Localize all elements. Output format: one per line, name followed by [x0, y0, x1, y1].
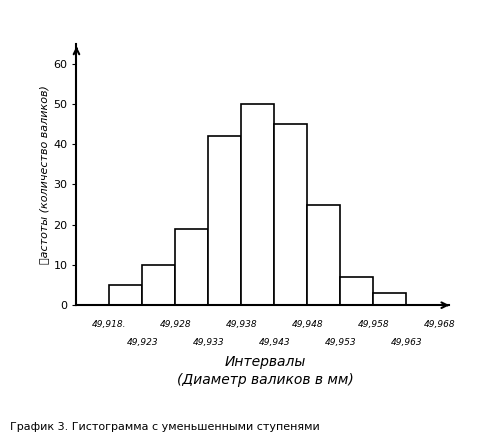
Text: Интервалы: Интервалы — [225, 355, 306, 369]
Text: (Диаметр валиков в мм): (Диаметр валиков в мм) — [177, 373, 354, 387]
Text: 49,928: 49,928 — [160, 320, 191, 330]
Bar — [274, 124, 307, 305]
Text: 49,948: 49,948 — [292, 320, 323, 330]
Text: 49,953: 49,953 — [325, 338, 356, 347]
Bar — [241, 104, 274, 305]
Bar — [175, 229, 208, 305]
Bar — [208, 136, 241, 305]
Text: 49,963: 49,963 — [391, 338, 422, 347]
Text: 49,958: 49,958 — [358, 320, 389, 330]
Text: 49,968: 49,968 — [424, 320, 455, 330]
Y-axis label: 䉾астоты (количество валиков): 䉾астоты (количество валиков) — [39, 85, 49, 264]
Bar — [142, 265, 175, 305]
Text: 49,938: 49,938 — [226, 320, 257, 330]
Text: График 3. Гистограмма с уменьшенными ступенями: График 3. Гистограмма с уменьшенными сту… — [10, 422, 319, 432]
Bar — [307, 204, 340, 305]
Text: 49,923: 49,923 — [127, 338, 158, 347]
Text: 49,943: 49,943 — [259, 338, 290, 347]
Text: 49,918.: 49,918. — [92, 320, 127, 330]
Bar — [340, 277, 373, 305]
Text: 49,933: 49,933 — [193, 338, 224, 347]
Bar — [109, 285, 142, 305]
Bar — [373, 293, 406, 305]
